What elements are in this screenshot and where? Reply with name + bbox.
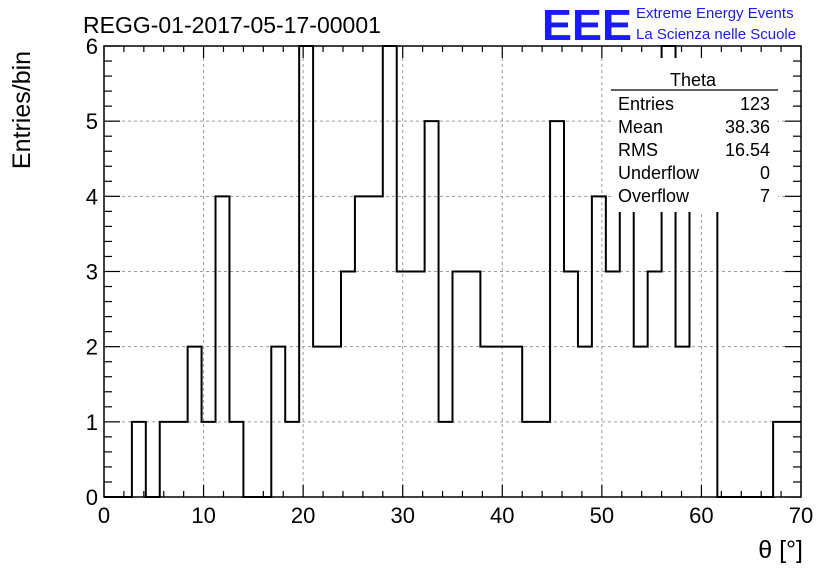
stats-label: Entries <box>618 94 674 114</box>
x-tick-label: 60 <box>689 503 713 528</box>
x-tick-label: 0 <box>98 503 110 528</box>
x-tick-label: 30 <box>390 503 414 528</box>
stats-value: 0 <box>760 163 770 183</box>
chart-title: REGG-01-2017-05-17-00001 <box>83 12 381 38</box>
x-axis-label: θ [°] <box>758 536 803 564</box>
stats-label: Mean <box>618 117 663 137</box>
y-tick-label: 4 <box>86 184 98 209</box>
x-axis-ticks: 0 10 20 30 40 50 60 70 <box>98 46 813 528</box>
y-axis-label: Entries/bin <box>8 51 36 169</box>
x-tick-label: 50 <box>590 503 614 528</box>
y-tick-label: 0 <box>86 485 98 510</box>
x-tick-label: 70 <box>789 503 813 528</box>
y-tick-label: 5 <box>86 109 98 134</box>
y-tick-label: 6 <box>86 34 98 59</box>
eee-logo: EEE <box>542 1 632 50</box>
stats-value: 123 <box>740 94 770 114</box>
y-tick-label: 3 <box>86 260 98 285</box>
y-tick-label: 2 <box>86 335 98 360</box>
stats-title: Theta <box>670 70 717 90</box>
y-tick-label: 1 <box>86 410 98 435</box>
x-tick-label: 40 <box>490 503 514 528</box>
stats-value: 16.54 <box>725 140 770 160</box>
stats-label: RMS <box>618 140 658 160</box>
branding-line-1: Extreme Energy Events <box>636 5 794 22</box>
stats-value: 38.36 <box>725 117 770 137</box>
x-tick-label: 10 <box>191 503 215 528</box>
x-tick-label: 20 <box>291 503 315 528</box>
stats-box: Theta Entries 123 Mean 38.36 RMS 16.54 Underfl… <box>611 58 778 212</box>
stats-label: Underflow <box>618 163 700 183</box>
stats-value: 7 <box>760 186 770 206</box>
stats-label: Overflow <box>618 186 690 206</box>
branding-line-2: La Scienza nelle Scuole <box>636 26 796 43</box>
